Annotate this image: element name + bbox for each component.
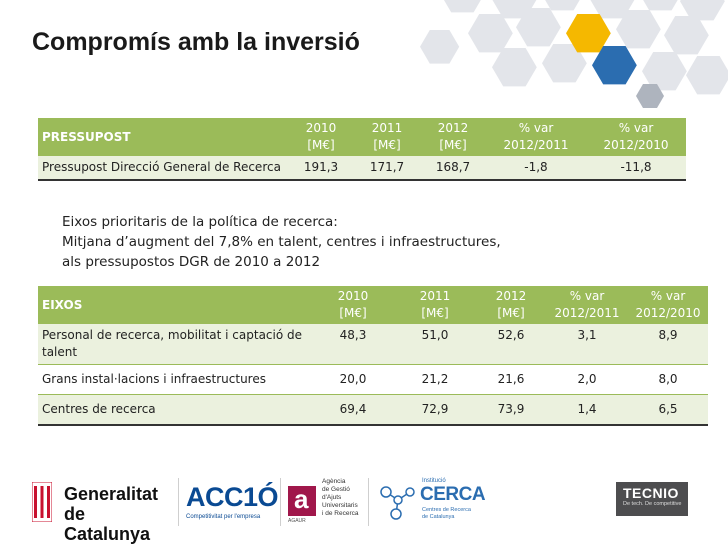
acc10-logo: ACC1Ó Competitivitat per l'empresa bbox=[186, 482, 279, 526]
row-label: Pressupost Direcció General de Recerca bbox=[38, 156, 288, 181]
agaur-line: Agència bbox=[322, 478, 346, 485]
cerca-sub: Centres de Recerca bbox=[422, 507, 471, 513]
column-header: 2011 [M€] bbox=[394, 286, 476, 324]
cell-value: 21,2 bbox=[394, 364, 476, 395]
row-label: Grans instal·lacions i infraestructures bbox=[38, 364, 312, 395]
cell-value: 8,9 bbox=[628, 324, 708, 365]
agaur-line: i de Recerca bbox=[322, 510, 359, 517]
column-header: 2010 [M€] bbox=[288, 118, 354, 156]
cell-value: 72,9 bbox=[394, 394, 476, 426]
table-header-row: EIXOS 2010 [M€] 2011 [M€] 2012 [M€] % va… bbox=[38, 286, 708, 324]
cell-value: -11,8 bbox=[586, 156, 686, 181]
table-header-row: PRESSUPOST 2010 [M€] 2011 [M€] 2012 [M€]… bbox=[38, 118, 686, 156]
cell-value: 8,0 bbox=[628, 364, 708, 395]
column-header: % var 2012/2011 bbox=[546, 286, 628, 324]
column-header: % var 2012/2010 bbox=[628, 286, 708, 324]
budget-table: PRESSUPOST 2010 [M€] 2011 [M€] 2012 [M€]… bbox=[38, 118, 686, 181]
acc10-wordmark: ACC1Ó bbox=[186, 482, 279, 512]
acc10-tagline: Competitivitat per l'empresa bbox=[186, 514, 261, 520]
cerca-wordmark: CERCA bbox=[420, 484, 486, 505]
tecnio-wordmark: TECNIO bbox=[623, 485, 679, 501]
cell-value: 171,7 bbox=[354, 156, 420, 181]
column-header: 2010 [M€] bbox=[312, 286, 394, 324]
column-header: % var 2012/2010 bbox=[586, 118, 686, 156]
cell-value: 52,6 bbox=[476, 324, 546, 365]
column-header: 2012 [M€] bbox=[420, 118, 486, 156]
generalitat-line: de Catalunya bbox=[64, 504, 151, 544]
row-label: Centres de recerca bbox=[38, 394, 312, 426]
column-header: 2011 [M€] bbox=[354, 118, 420, 156]
cell-value: 73,9 bbox=[476, 394, 546, 426]
column-header: PRESSUPOST bbox=[38, 118, 288, 156]
tecnio-tagline: De tech. De competitive bbox=[623, 501, 682, 507]
table-row: Pressupost Direcció General de Recerca 1… bbox=[38, 156, 686, 181]
column-header: EIXOS bbox=[38, 286, 312, 324]
note-line: Eixos prioritaris de la política de rece… bbox=[62, 214, 338, 230]
priority-axes-note: Eixos prioritaris de la política de rece… bbox=[62, 212, 501, 272]
generalitat-line: Generalitat bbox=[64, 484, 159, 504]
row-label: Personal de recerca, mobilitat i captaci… bbox=[38, 324, 312, 365]
agaur-letter: a bbox=[294, 484, 309, 514]
cell-value: 21,6 bbox=[476, 364, 546, 395]
molecule-icon bbox=[380, 486, 415, 520]
agaur-line: Universitaris bbox=[322, 502, 358, 509]
table-row: Centres de recerca 69,4 72,9 73,9 1,4 6,… bbox=[38, 394, 708, 426]
generalitat-logo: Generalitat de Catalunya bbox=[32, 478, 174, 544]
cell-value: -1,8 bbox=[486, 156, 586, 181]
axes-table: EIXOS 2010 [M€] 2011 [M€] 2012 [M€] % va… bbox=[38, 286, 708, 426]
cell-value: 3,1 bbox=[546, 324, 628, 365]
cell-value: 1,4 bbox=[546, 394, 628, 426]
agaur-line: de Gestió bbox=[322, 486, 350, 493]
table-row: Grans instal·lacions i infraestructures … bbox=[38, 364, 708, 395]
agaur-mark: a bbox=[288, 484, 316, 516]
table-row: Personal de recerca, mobilitat i captaci… bbox=[38, 324, 708, 365]
senyera-icon bbox=[32, 482, 52, 522]
cell-value: 48,3 bbox=[312, 324, 394, 365]
agaur-abbr: AGAUR bbox=[288, 518, 306, 524]
cell-value: 51,0 bbox=[394, 324, 476, 365]
note-line: als pressupostos DGR de 2010 a 2012 bbox=[62, 254, 321, 270]
agaur-line: d'Ajuts bbox=[322, 494, 342, 501]
cell-value: 191,3 bbox=[288, 156, 354, 181]
cell-value: 168,7 bbox=[420, 156, 486, 181]
column-header: % var 2012/2011 bbox=[486, 118, 586, 156]
agaur-logo: a AGAUR Agència de Gestió d'Ajuts Univer… bbox=[288, 478, 364, 528]
cell-value: 2,0 bbox=[546, 364, 628, 395]
cerca-logo: Institució CERCA Centres de Recerca de C… bbox=[376, 476, 486, 528]
cell-value: 69,4 bbox=[312, 394, 394, 426]
cell-value: 20,0 bbox=[312, 364, 394, 395]
cerca-institucio: Institució bbox=[422, 478, 446, 484]
decorative-hexagons bbox=[420, 0, 728, 108]
column-header: 2012 [M€] bbox=[476, 286, 546, 324]
page-title: Compromís amb la inversió bbox=[32, 28, 360, 56]
cerca-sub: de Catalunya bbox=[422, 514, 455, 520]
note-line: Mitjana d’augment del 7,8% en talent, ce… bbox=[62, 234, 501, 250]
tecnio-logo: TECNIO De tech. De competitive bbox=[616, 482, 688, 516]
cell-value: 6,5 bbox=[628, 394, 708, 426]
